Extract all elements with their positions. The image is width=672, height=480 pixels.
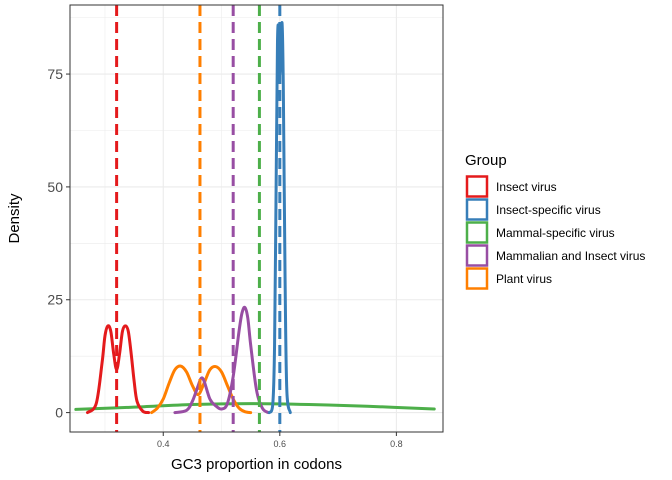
legend-key-1 <box>465 175 489 198</box>
panel-border <box>69 4 444 433</box>
y-tick-label: 0 <box>55 405 63 421</box>
x-axis-label: GC3 proportion in codons <box>171 456 342 473</box>
legend: Group Insect virus Insect-specific virus M… <box>465 152 645 290</box>
y-tick-label: 75 <box>47 66 63 82</box>
legend-key-5 <box>465 267 489 290</box>
legend-title: Group <box>465 152 507 169</box>
y-axis: 0 25 50 75 <box>47 66 70 421</box>
legend-label-1: Insect virus <box>496 180 557 194</box>
x-axis: 0.4 0.6 0.8 <box>157 432 403 449</box>
y-tick-label: 50 <box>47 179 63 195</box>
mean-lines <box>115 5 282 432</box>
legend-key-3 <box>465 221 489 244</box>
density-curves <box>74 21 436 415</box>
legend-label-4: Mammalian and Insect virus <box>496 249 645 263</box>
density-curve-4 <box>173 305 270 415</box>
density-curve-1 <box>85 324 151 415</box>
y-tick-label: 25 <box>47 292 63 308</box>
legend-key-4 <box>465 244 489 267</box>
legend-label-2: Insect-specific virus <box>496 203 601 217</box>
x-tick-label: 0.4 <box>157 439 170 449</box>
x-tick-label: 0.8 <box>390 439 403 449</box>
density-curve-3 <box>74 402 436 411</box>
x-tick-label: 0.6 <box>274 439 287 449</box>
legend-label-3: Mammal-specific virus <box>496 226 615 240</box>
legend-key-2 <box>465 198 489 221</box>
grid <box>70 5 443 432</box>
y-axis-label: Density <box>6 193 23 244</box>
legend-label-5: Plant virus <box>496 272 552 286</box>
